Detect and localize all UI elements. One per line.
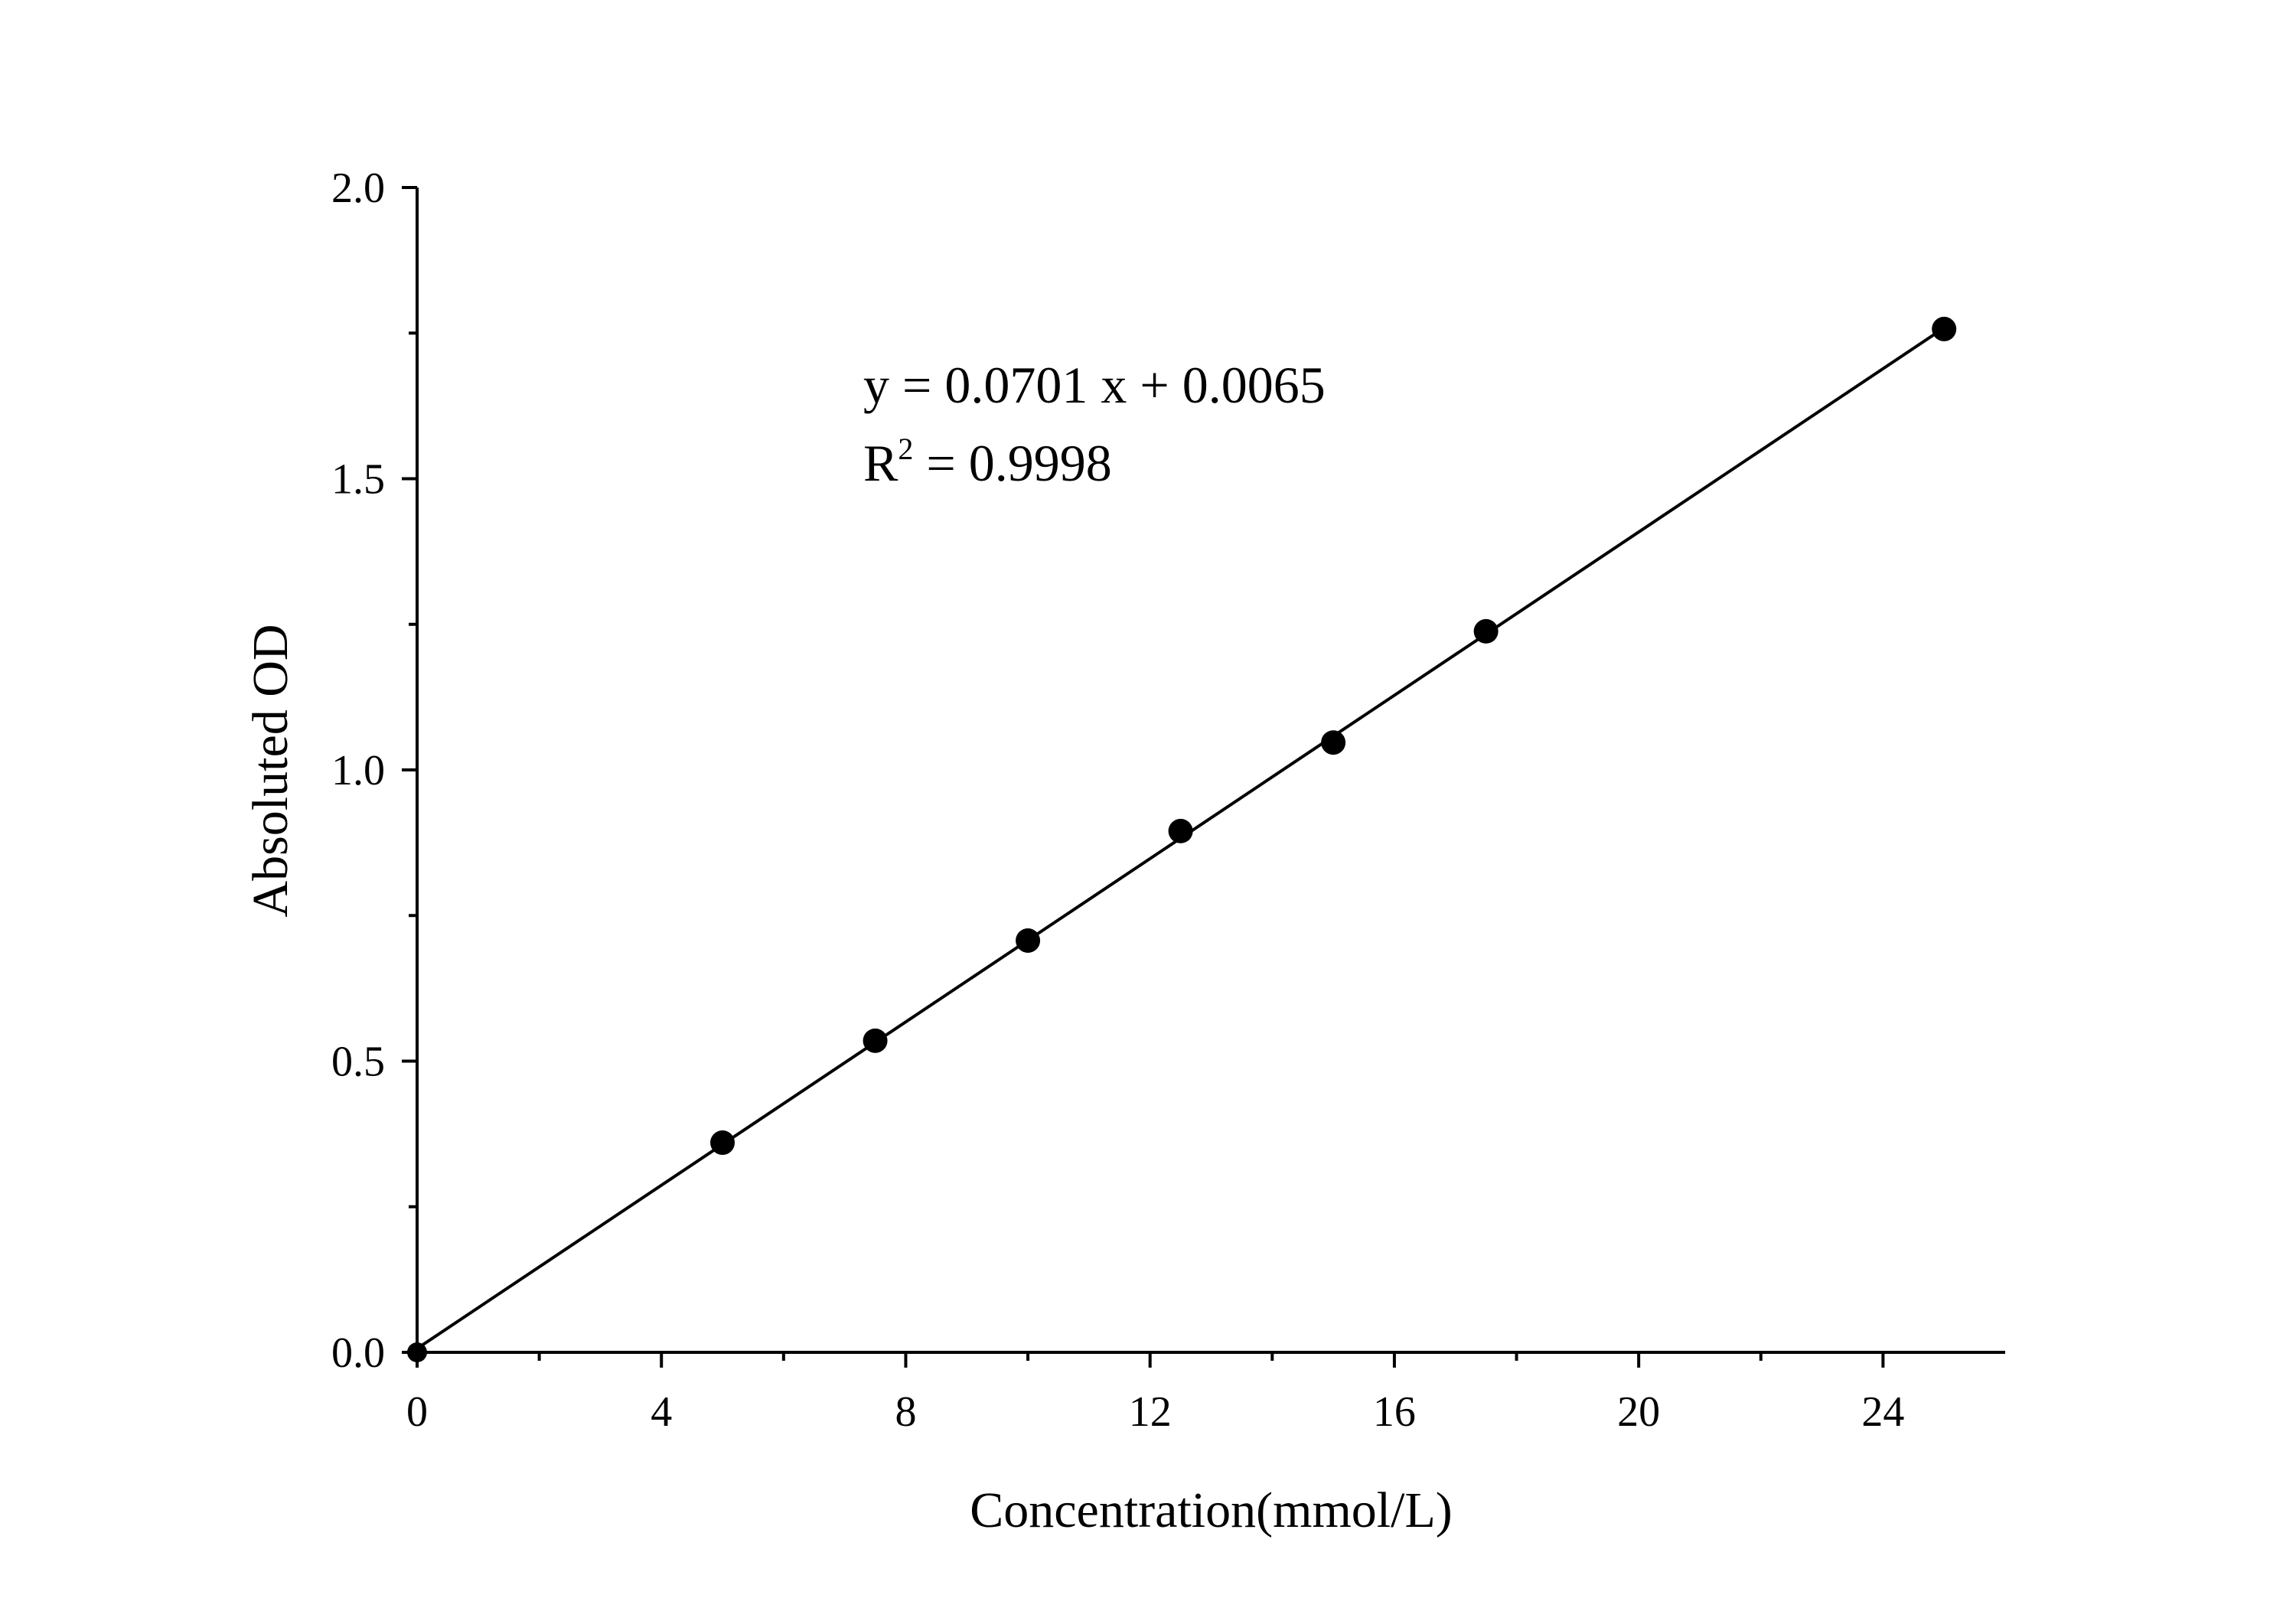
data-point bbox=[1168, 818, 1193, 843]
y-tick-label: 0.0 bbox=[331, 1329, 385, 1377]
x-ticks: 0 4 8 12 16 20 24 bbox=[406, 1352, 1904, 1436]
y-ticks: 0.0 0.5 1.0 1.5 2.0 bbox=[331, 165, 417, 1377]
x-tick-label: 8 bbox=[895, 1388, 916, 1436]
data-point bbox=[407, 1342, 427, 1362]
x-axis-title: Concentration(mmol/L) bbox=[970, 1482, 1453, 1538]
data-points bbox=[407, 316, 1957, 1362]
x-tick-label: 20 bbox=[1617, 1388, 1660, 1436]
y-tick-label: 1.5 bbox=[331, 456, 385, 504]
r-squared-value: = 0.9998 bbox=[913, 434, 1111, 492]
r-squared-superscript: 2 bbox=[898, 432, 913, 466]
y-tick-label: 1.0 bbox=[331, 747, 385, 794]
y-tick-label: 2.0 bbox=[331, 165, 385, 212]
data-point bbox=[1321, 730, 1346, 755]
x-tick-label: 24 bbox=[1861, 1388, 1904, 1436]
regression-equation: y = 0.0701 x + 0.0065 bbox=[863, 356, 1326, 414]
y-axis-title: Absoluted OD bbox=[243, 624, 298, 917]
data-point bbox=[1473, 618, 1499, 644]
y-tick-label: 0.5 bbox=[331, 1039, 385, 1086]
x-tick-label: 16 bbox=[1373, 1388, 1416, 1436]
data-point bbox=[1932, 316, 1957, 341]
x-tick-label: 4 bbox=[651, 1388, 672, 1436]
x-tick-label: 0 bbox=[406, 1388, 428, 1436]
x-tick-label: 12 bbox=[1129, 1388, 1172, 1436]
r-squared-symbol: R bbox=[863, 434, 899, 492]
data-point bbox=[1016, 928, 1041, 953]
r-squared-annotation: R2 = 0.9998 bbox=[863, 432, 1112, 492]
data-point bbox=[710, 1130, 735, 1156]
data-point bbox=[863, 1028, 888, 1053]
